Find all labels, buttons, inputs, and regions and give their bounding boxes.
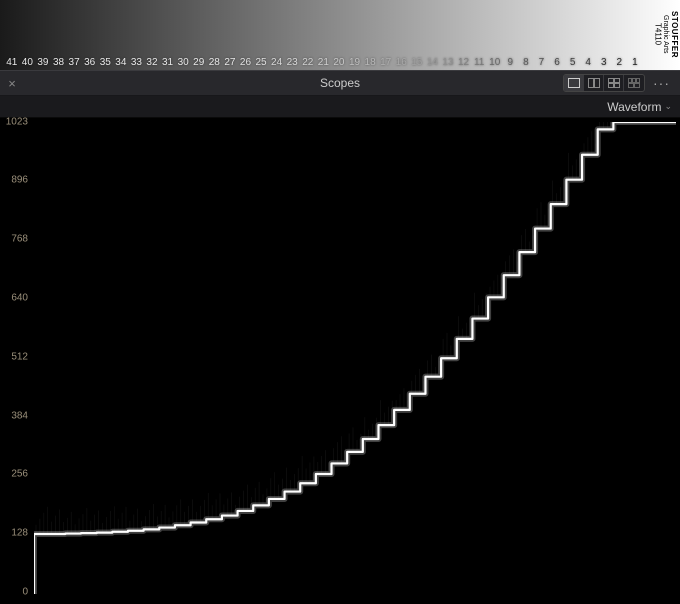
strip-step-label: 24	[269, 57, 285, 68]
brand-model: T4110	[653, 23, 662, 45]
strip-step-label: 9	[503, 57, 519, 68]
strip-step-label: 21	[316, 57, 332, 68]
grayscale-test-strip: 4140393837363534333231302928272625242322…	[0, 0, 680, 70]
strip-step-label: 19	[347, 57, 363, 68]
y-tick-label: 512	[11, 351, 28, 362]
scope-subheader: Waveform ⌄	[0, 96, 680, 118]
strip-step-label: 1	[627, 57, 643, 68]
strip-step-label: 7	[534, 57, 550, 68]
strip-step-label: 30	[175, 57, 191, 68]
layout-single-icon[interactable]	[564, 75, 584, 91]
strip-step-label: 34	[113, 57, 129, 68]
strip-step-label: 36	[82, 57, 98, 68]
strip-step-label: 22	[300, 57, 316, 68]
y-tick-label: 0	[22, 587, 28, 598]
chevron-down-icon: ⌄	[664, 101, 672, 112]
strip-step-label: 40	[20, 57, 36, 68]
strip-step-label: 8	[518, 57, 534, 68]
strip-step-label: 15	[409, 57, 425, 68]
y-tick-label: 256	[11, 469, 28, 480]
strip-step-label: 4	[580, 57, 596, 68]
strip-step-label: 16	[393, 57, 409, 68]
strip-step-label: 10	[487, 57, 503, 68]
strip-step-label: 27	[222, 57, 238, 68]
waveform-plot	[34, 122, 676, 594]
strip-step-label: 2	[612, 57, 628, 68]
strip-step-label: 11	[471, 57, 487, 68]
strip-step-label: 18	[362, 57, 378, 68]
y-tick-label: 1023	[6, 117, 28, 128]
strip-step-label: 13	[440, 57, 456, 68]
strip-step-label: 28	[207, 57, 223, 68]
layout-switcher	[563, 74, 645, 92]
strip-step-label: 25	[253, 57, 269, 68]
strip-step-labels: 4140393837363534333231302928272625242322…	[0, 57, 645, 68]
strip-step-label: 5	[565, 57, 581, 68]
strip-step-label: 33	[129, 57, 145, 68]
strip-step-label: 41	[4, 57, 20, 68]
brand-subtitle: Graphic Arts	[662, 15, 670, 54]
y-tick-label: 768	[11, 234, 28, 245]
strip-step-label: 29	[191, 57, 207, 68]
strip-step-label: 38	[51, 57, 67, 68]
layout-split-icon[interactable]	[584, 75, 604, 91]
strip-step-label: 23	[284, 57, 300, 68]
strip-step-label: 35	[97, 57, 113, 68]
y-tick-label: 128	[11, 528, 28, 539]
strip-step-label: 14	[425, 57, 441, 68]
y-axis: 0 128 256 384 512 640 768 896 1023	[0, 118, 32, 604]
strip-step-label: 31	[160, 57, 176, 68]
strip-step-label: 26	[238, 57, 254, 68]
y-tick-label: 384	[11, 410, 28, 421]
waveform-svg	[34, 122, 676, 594]
strip-step-label: 32	[144, 57, 160, 68]
layout-five-icon[interactable]	[624, 75, 644, 91]
y-tick-label: 896	[11, 175, 28, 186]
waveform-scope: 0 128 256 384 512 640 768 896 1023	[0, 118, 680, 604]
strip-step-label: 3	[596, 57, 612, 68]
strip-step-label: 12	[456, 57, 472, 68]
strip-step-label: 20	[331, 57, 347, 68]
strip-step-label: 39	[35, 57, 51, 68]
scope-type-label: Waveform	[607, 100, 661, 114]
strip-step-label: 17	[378, 57, 394, 68]
strip-brand: STOUFFER Graphic Arts T4110	[648, 2, 678, 66]
brand-name: STOUFFER	[669, 11, 678, 58]
scope-type-dropdown[interactable]: Waveform ⌄	[607, 100, 672, 114]
strip-step-label: 6	[549, 57, 565, 68]
layout-quad-icon[interactable]	[604, 75, 624, 91]
strip-step-label: 37	[66, 57, 82, 68]
more-options-icon[interactable]: ···	[649, 75, 674, 91]
y-tick-label: 640	[11, 292, 28, 303]
scopes-header: × Scopes ···	[0, 70, 680, 96]
close-icon[interactable]: ×	[0, 76, 24, 91]
